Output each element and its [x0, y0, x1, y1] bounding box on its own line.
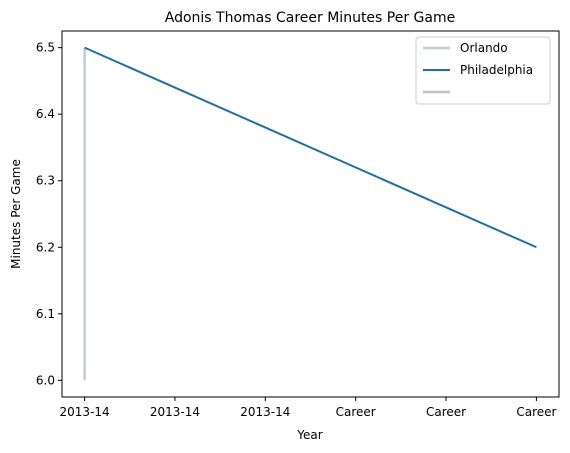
chart-title: Adonis Thomas Career Minutes Per Game: [165, 10, 455, 26]
y-tick-label: 6.1: [36, 307, 55, 321]
x-axis: 2013-14 2013-14 2013-14 Career Career Career: [60, 397, 557, 419]
y-axis-title: Minutes Per Game: [9, 159, 23, 269]
plot-frame: [61, 30, 560, 398]
y-tick-label: 6.2: [36, 240, 55, 254]
x-tick-label: Career: [336, 405, 376, 419]
x-axis-title: Year: [296, 428, 322, 442]
legend-label: Philadelphia: [460, 63, 533, 77]
legend-label: Orlando: [460, 41, 508, 55]
plot-series: [83, 46, 537, 381]
series-line-philadelphia: [84, 46, 537, 249]
x-tick-label: 2013-14: [60, 405, 110, 419]
x-tick-label: 2013-14: [240, 405, 290, 419]
legend: Orlando Philadelphia: [415, 36, 551, 105]
x-tick-label: 2013-14: [150, 405, 200, 419]
y-tick-label: 6.5: [36, 41, 55, 55]
y-tick-label: 6.0: [36, 373, 55, 387]
y-tick-label: 6.4: [36, 107, 55, 121]
y-axis: 6.0 6.1 6.2 6.3 6.4 6.5: [36, 41, 62, 387]
y-tick-label: 6.3: [36, 174, 55, 188]
x-tick-label: Career: [426, 405, 466, 419]
x-tick-label: Career: [516, 405, 556, 419]
legend-box: [415, 36, 551, 105]
